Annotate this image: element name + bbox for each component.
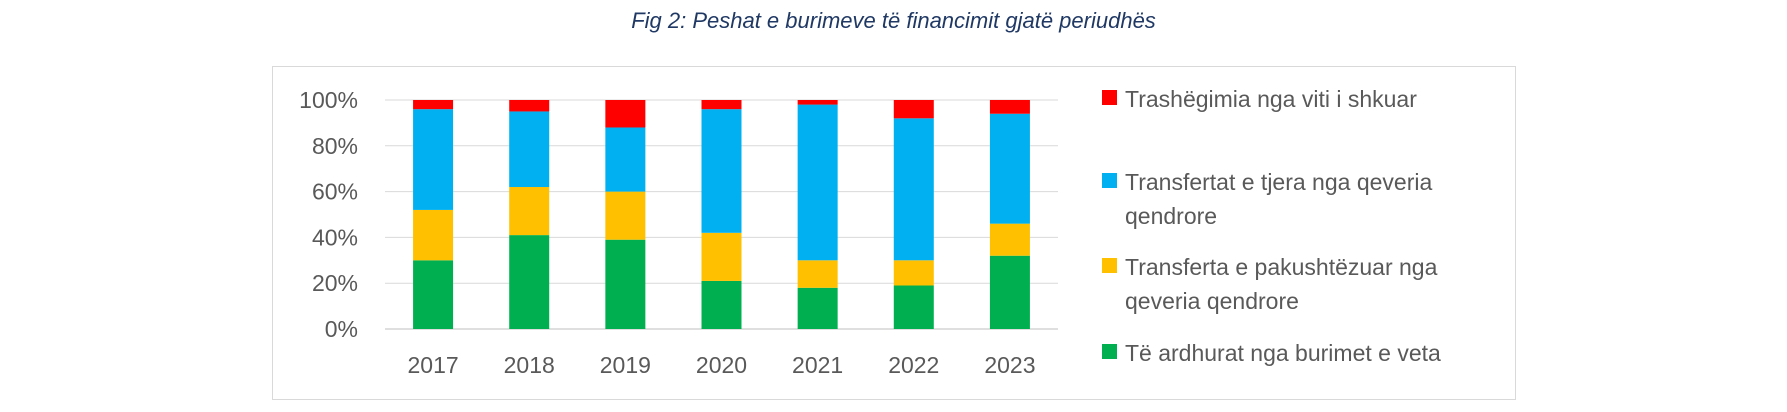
x-tick-label: 2022 — [888, 352, 939, 378]
y-tick-label: 0% — [325, 316, 358, 342]
bar-segment — [893, 260, 934, 286]
y-tick-label: 80% — [312, 133, 358, 159]
legend-label: Transfertat e tjera nga qeveria — [1125, 169, 1432, 195]
bars — [413, 100, 1030, 329]
legend-swatch — [1102, 344, 1117, 359]
bar-segment — [701, 280, 742, 329]
bar-segment — [701, 100, 742, 110]
bar-segment — [509, 111, 550, 188]
y-tick-label: 60% — [312, 179, 358, 205]
bar-segment — [509, 187, 550, 236]
y-tick-label: 20% — [312, 270, 358, 296]
y-axis-ticks: 0% 20% 40% 60% 80% 100% — [299, 87, 358, 342]
legend: Trashëgimia nga viti i shkuar Transfertat… — [1102, 86, 1441, 366]
x-axis-ticks: 2017 2018 2019 2020 2021 2022 2023 — [407, 352, 1035, 378]
bar-segment — [797, 260, 838, 288]
bar-segment — [989, 100, 1030, 114]
legend-swatch — [1102, 90, 1117, 105]
bar-segment — [509, 235, 550, 329]
bar-segment — [509, 100, 550, 112]
bar-segment — [989, 223, 1030, 256]
legend-label: Të ardhurat nga burimet e veta — [1125, 340, 1441, 366]
bar-segment — [893, 285, 934, 329]
bar-segment — [605, 100, 646, 128]
bar-segment — [797, 100, 838, 105]
bar-segment — [413, 260, 454, 329]
bar-segment — [413, 209, 454, 261]
legend-label: Transferta e pakushtëzuar nga — [1125, 254, 1438, 280]
legend-swatch — [1102, 173, 1117, 188]
bar-segment — [989, 113, 1030, 224]
x-tick-label: 2018 — [504, 352, 555, 378]
legend-label: Trashëgimia nga viti i shkuar — [1125, 86, 1417, 112]
chart-title: Fig 2: Peshat e burimeve të financimit g… — [631, 8, 1156, 33]
bar-segment — [893, 100, 934, 119]
bar-segment — [797, 104, 838, 261]
y-tick-label: 40% — [312, 224, 358, 250]
x-tick-label: 2023 — [984, 352, 1035, 378]
legend-label: qeveria qendrore — [1125, 288, 1299, 314]
bar-segment — [893, 118, 934, 261]
legend-swatch — [1102, 258, 1117, 273]
bar-segment — [701, 109, 742, 233]
x-tick-label: 2021 — [792, 352, 843, 378]
bar-segment — [605, 239, 646, 329]
x-tick-label: 2020 — [696, 352, 747, 378]
y-tick-label: 100% — [299, 87, 358, 113]
bar-segment — [989, 255, 1030, 329]
bar-segment — [701, 232, 742, 281]
bar-segment — [605, 191, 646, 240]
legend-label: qendrore — [1125, 203, 1217, 229]
x-tick-label: 2017 — [407, 352, 458, 378]
bar-segment — [413, 109, 454, 210]
bar-segment — [605, 127, 646, 192]
bar-segment — [413, 100, 454, 110]
x-tick-label: 2019 — [600, 352, 651, 378]
bar-segment — [797, 287, 838, 329]
